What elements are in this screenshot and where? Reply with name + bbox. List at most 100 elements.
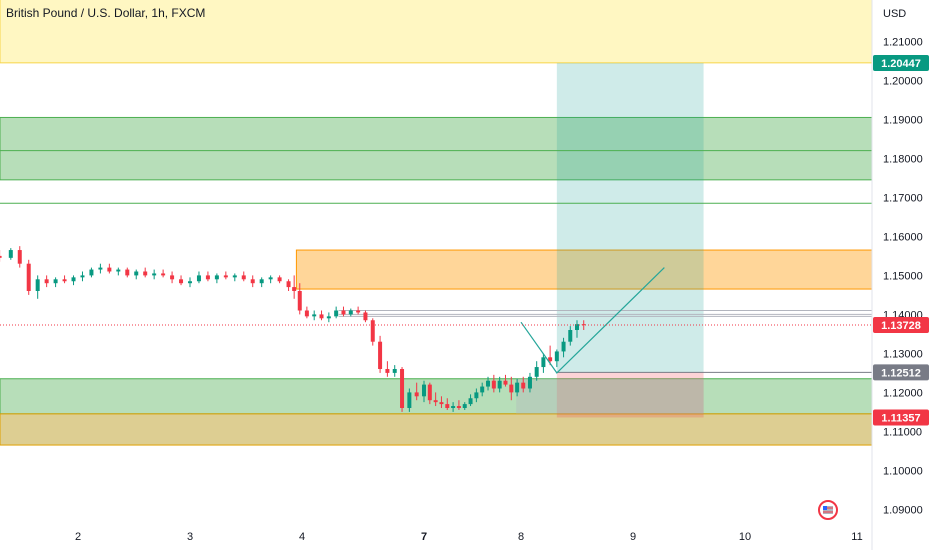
candle	[534, 361, 539, 381]
candle-body	[312, 314, 317, 317]
currency-label: USD	[883, 8, 906, 20]
candle-body	[334, 310, 339, 317]
price-label: 1.12512	[873, 364, 929, 381]
candle	[433, 392, 438, 407]
candle-body	[214, 275, 219, 280]
candle	[179, 275, 184, 286]
price-tick: 1.09000	[883, 504, 923, 516]
price-label: 1.13728	[873, 317, 929, 334]
candle	[223, 271, 228, 280]
candle	[98, 263, 103, 274]
time-tick: 3	[187, 531, 193, 543]
price-tick: 1.18000	[883, 153, 923, 165]
candle	[152, 269, 157, 280]
candle-body	[232, 275, 237, 278]
candle-body	[286, 281, 291, 288]
candle	[348, 308, 353, 317]
candle	[125, 267, 130, 278]
price-axis[interactable]: USD1.090001.100001.110001.120001.130001.…	[871, 0, 932, 550]
green-zone-upper	[0, 116, 873, 181]
candle-body	[26, 263, 31, 291]
candle	[503, 374, 508, 387]
price-tick: 1.19000	[883, 114, 923, 126]
orange-zone	[295, 249, 873, 290]
candle	[170, 271, 175, 284]
candle	[0, 250, 2, 262]
candle	[414, 382, 419, 401]
candle	[319, 310, 324, 321]
price-label-text: 1.11357	[881, 412, 920, 424]
candlestick-series[interactable]	[0, 246, 586, 412]
time-tick: 8	[518, 531, 524, 543]
candle-body	[170, 275, 175, 280]
candle-body	[486, 380, 491, 387]
target-zone	[556, 62, 704, 373]
horizontal-lines	[0, 150, 872, 317]
candle	[575, 320, 579, 338]
candle-body	[250, 279, 255, 284]
candle	[515, 378, 520, 397]
candle	[134, 269, 139, 280]
candle	[312, 310, 317, 321]
price-tick: 1.15000	[883, 270, 923, 282]
candle	[53, 277, 58, 288]
candle	[554, 349, 559, 368]
candle-body	[497, 380, 502, 389]
candle	[456, 400, 461, 410]
price-label-bg	[873, 409, 929, 426]
candle	[541, 353, 546, 373]
candle-body	[297, 291, 302, 311]
candle-body	[116, 269, 121, 272]
candle	[80, 271, 85, 282]
candle-body	[527, 376, 532, 389]
price-tick: 1.11000	[883, 426, 922, 438]
candle	[568, 326, 573, 346]
candle-body	[125, 269, 130, 276]
time-tick: 9	[630, 531, 636, 543]
candle-body	[575, 324, 579, 330]
price-tick: 1.17000	[883, 192, 923, 204]
candle-body	[561, 341, 566, 352]
candle	[385, 361, 390, 377]
price-label: 1.11357	[873, 409, 929, 426]
candle	[427, 382, 432, 405]
candle	[521, 376, 526, 393]
candle	[161, 269, 166, 278]
projection-path[interactable]	[520, 267, 665, 374]
candle	[378, 335, 383, 373]
candle-body	[509, 384, 514, 393]
candle-body	[143, 271, 148, 276]
candle-body	[304, 310, 309, 317]
candle	[259, 277, 264, 288]
candle	[71, 275, 76, 286]
candle	[26, 259, 31, 295]
candle-body	[0, 255, 2, 258]
candle-body	[53, 279, 58, 284]
candle-body	[44, 279, 49, 284]
candle	[297, 283, 302, 315]
candle	[241, 271, 246, 282]
candle-body	[363, 312, 368, 321]
candle-body	[427, 384, 432, 401]
candle	[188, 277, 192, 288]
candle	[445, 398, 450, 410]
candle-body	[480, 386, 485, 393]
stop-zone	[556, 372, 704, 418]
time-axis[interactable]: 2 3 4 7 8 9 10 11	[75, 531, 863, 543]
price-label-bg	[873, 54, 929, 71]
candle	[196, 271, 201, 284]
candle-body	[152, 273, 157, 276]
candle	[480, 382, 485, 397]
candle	[451, 402, 456, 412]
time-tick: 7	[421, 531, 427, 543]
candle-body	[356, 310, 361, 313]
candle-body	[268, 277, 273, 280]
candle	[497, 376, 502, 393]
long-position-tool[interactable]	[516, 62, 872, 418]
candle	[292, 275, 297, 299]
candle-body	[188, 281, 192, 284]
candle-body	[134, 271, 139, 276]
flag-icon[interactable]	[818, 500, 838, 520]
candle-body	[17, 250, 22, 264]
